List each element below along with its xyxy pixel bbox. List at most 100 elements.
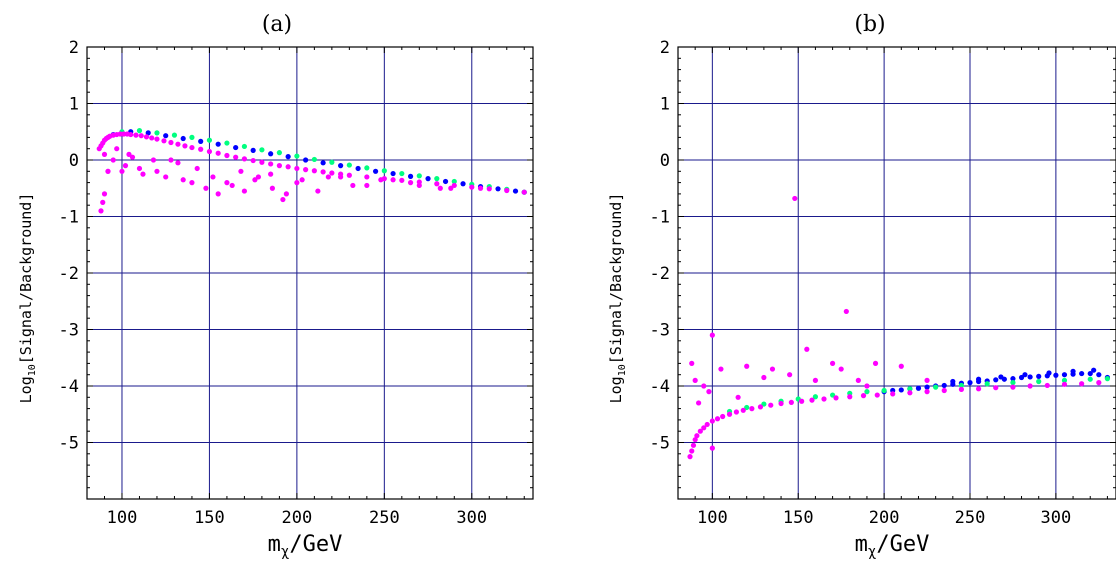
data-point (303, 167, 309, 173)
data-point (434, 181, 440, 187)
data-point (692, 437, 698, 443)
data-point (1010, 380, 1016, 386)
data-point (792, 195, 798, 202)
data-point (735, 394, 741, 400)
data-point (1079, 381, 1085, 387)
data-point (168, 157, 174, 163)
data-point (100, 199, 106, 205)
data-point (215, 191, 221, 197)
data-point (180, 135, 186, 142)
data-point (280, 196, 286, 203)
data-point (315, 188, 321, 194)
data-point (975, 376, 982, 382)
data-point (203, 185, 209, 191)
series-points (726, 376, 1111, 415)
data-point (993, 385, 999, 391)
data-point (521, 189, 527, 195)
data-point (425, 176, 431, 182)
data-point (1046, 370, 1052, 376)
data-point (860, 393, 867, 399)
data-point (1061, 372, 1068, 378)
data-point (252, 177, 258, 183)
data-point (175, 141, 181, 147)
y-tick-label: -2 (650, 264, 670, 284)
data-point (689, 448, 695, 454)
data-point (442, 178, 449, 185)
data-point (460, 181, 466, 187)
y-tick-label: 1 (69, 95, 79, 115)
data-point (143, 134, 150, 140)
y-tick-label: 0 (69, 151, 79, 171)
data-point (833, 395, 839, 401)
data-point (1096, 380, 1102, 386)
data-point (864, 389, 870, 395)
data-point (325, 174, 331, 180)
data-point (984, 381, 990, 387)
data-point (407, 173, 414, 179)
data-point (881, 387, 887, 394)
data-point (761, 401, 767, 407)
data-point (154, 130, 160, 136)
data-point (1036, 378, 1042, 385)
x-tick-label: 250 (955, 508, 986, 528)
data-point (268, 171, 274, 177)
y-tick-label: -2 (59, 264, 79, 284)
data-point (890, 391, 896, 397)
data-point (161, 138, 167, 144)
data-point (709, 332, 715, 338)
data-point (229, 182, 235, 189)
data-point (189, 144, 195, 151)
data-point (294, 165, 300, 172)
y-axis-label-main: Log (607, 376, 625, 403)
data-point (149, 135, 155, 141)
data-point (416, 182, 422, 189)
data-point (692, 377, 698, 383)
data-point (709, 418, 715, 424)
series-points (687, 195, 1102, 460)
data-point (101, 191, 108, 197)
data-point (993, 377, 999, 383)
panel-title: (b) (854, 12, 885, 37)
data-point (757, 404, 764, 410)
data-point (495, 186, 501, 192)
data-point (975, 386, 982, 392)
y-axis-label-rest: [Signal/Background] (17, 193, 35, 365)
data-point (259, 147, 265, 153)
data-point (907, 386, 913, 392)
y-axis-label-sub: 10 (27, 364, 38, 376)
data-point (701, 425, 707, 431)
data-point (390, 177, 396, 183)
y-axis-label: Log10[Signal/Background] (17, 193, 38, 404)
data-point (733, 409, 740, 415)
data-point (799, 398, 805, 404)
x-tick-label: 100 (697, 508, 728, 528)
data-point (706, 389, 712, 395)
x-axis-label-main: m (268, 532, 281, 557)
data-point (924, 389, 930, 395)
data-point (329, 170, 335, 176)
y-axis-label-main: Log (17, 376, 35, 403)
data-point (224, 140, 230, 146)
data-point (329, 159, 335, 165)
data-point (1087, 370, 1093, 377)
plot-frame (86, 46, 534, 500)
data-point (769, 366, 776, 372)
x-axis-label-sub: χ (281, 544, 289, 560)
data-point (98, 208, 104, 214)
data-point (101, 151, 108, 157)
data-point (364, 165, 370, 171)
data-point (268, 161, 274, 167)
data-point (110, 157, 116, 163)
data-point (180, 177, 186, 183)
data-point (744, 404, 750, 411)
data-point (714, 416, 721, 422)
data-point (694, 433, 700, 439)
data-point (967, 380, 973, 386)
y-tick-label: 2 (69, 38, 79, 58)
data-point (407, 180, 414, 186)
data-point (390, 170, 396, 177)
panel-title: (a) (262, 12, 292, 37)
data-point (399, 170, 405, 177)
data-point (437, 185, 443, 191)
y-axis-label-sub: 10 (617, 364, 628, 376)
